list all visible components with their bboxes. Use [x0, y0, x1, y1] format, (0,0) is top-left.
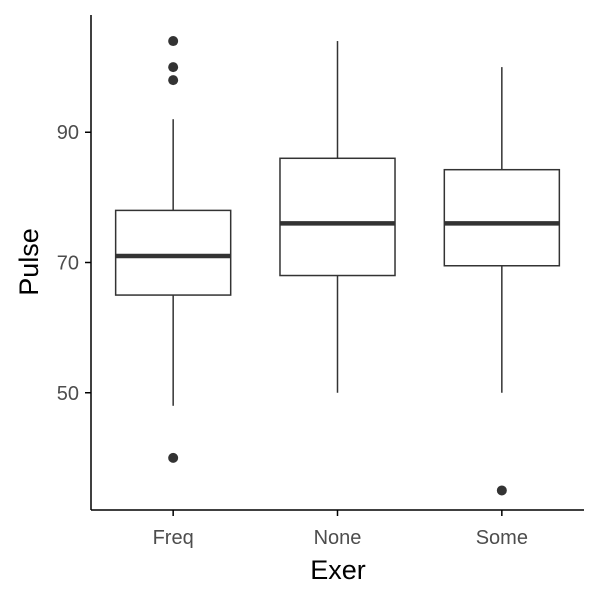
- box-iqr: [114, 209, 232, 296]
- box-group-some: [443, 67, 561, 496]
- outlier-point: [168, 452, 179, 463]
- outlier-point: [168, 75, 179, 86]
- box-iqr: [279, 157, 396, 277]
- box-iqr: [443, 168, 561, 267]
- plot-marks: [114, 36, 561, 496]
- x-axis-ticks: Freq None Some: [153, 510, 528, 549]
- outlier-point: [496, 485, 507, 496]
- y-axis-ticks: 50 70 90: [57, 122, 91, 405]
- x-tick-label: None: [314, 527, 362, 549]
- box-group-none: [279, 41, 396, 393]
- y-tick-label: 90: [57, 122, 79, 144]
- y-tick-label: 70: [57, 253, 79, 275]
- box-group-freq: [114, 36, 232, 463]
- outlier-point: [168, 36, 179, 47]
- y-axis-title: Pulse: [14, 228, 44, 296]
- x-tick-label: Some: [476, 527, 528, 549]
- y-tick-label: 50: [57, 383, 79, 405]
- x-tick-label: Freq: [153, 527, 194, 549]
- x-axis-title: Exer: [310, 555, 366, 585]
- outlier-point: [168, 62, 179, 73]
